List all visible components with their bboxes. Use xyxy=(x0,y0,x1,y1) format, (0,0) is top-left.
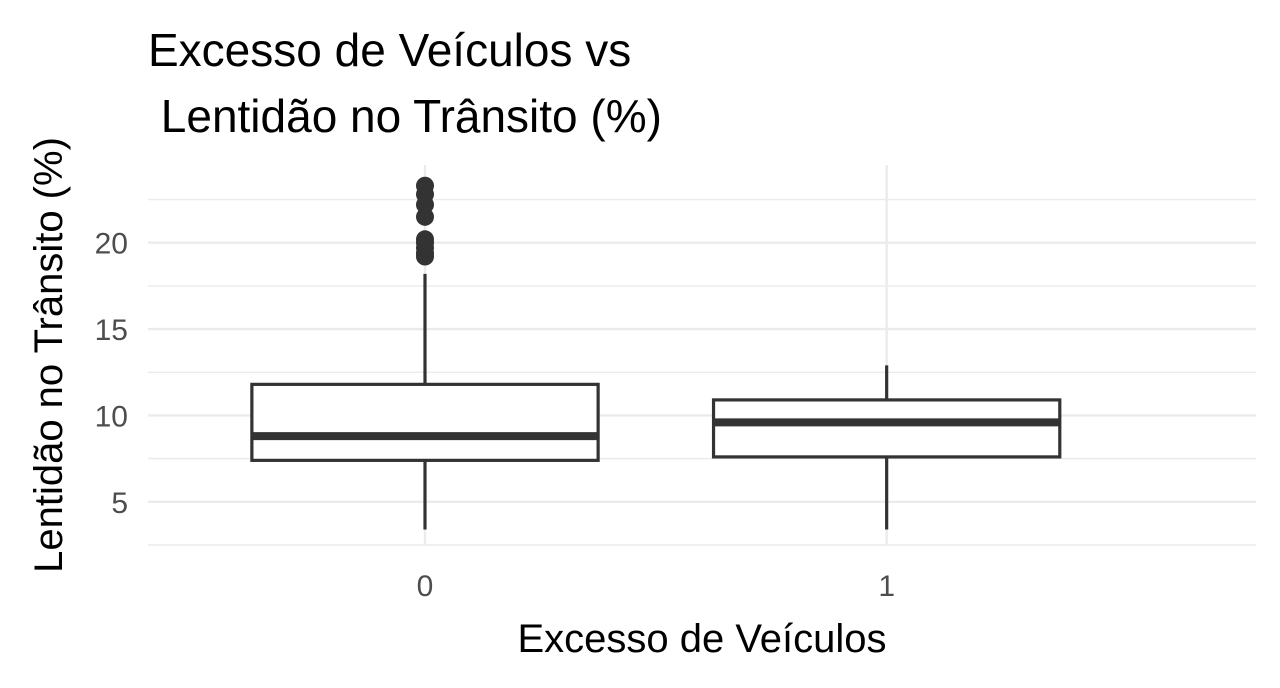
x-axis-title: Excesso de Veículos xyxy=(517,617,886,661)
box-0 xyxy=(250,176,600,530)
y-axis-ticks: 5 10 15 20 xyxy=(95,228,128,520)
outlier-point xyxy=(416,176,434,195)
box-iqr xyxy=(250,382,600,462)
chart-title-line-2: Lentidão no Trânsito (%) xyxy=(148,90,662,142)
y-tick-label: 20 xyxy=(95,228,128,261)
x-tick-label: 1 xyxy=(878,570,895,603)
y-tick-label: 5 xyxy=(111,487,128,520)
y-tick-label: 15 xyxy=(95,314,128,347)
y-axis-title: Lentidão no Trânsito (%) xyxy=(27,137,71,573)
boxes xyxy=(250,176,1062,530)
x-tick-label: 0 xyxy=(417,570,434,603)
box-1 xyxy=(711,365,1062,530)
grid xyxy=(148,165,1256,546)
chart-title: Excesso de Veículos vs Lentidão no Trâns… xyxy=(148,24,662,142)
y-tick-label: 10 xyxy=(95,400,128,433)
chart-title-line-1: Excesso de Veículos vs xyxy=(148,24,631,76)
box-iqr xyxy=(711,398,1062,459)
outlier-point xyxy=(416,230,434,249)
